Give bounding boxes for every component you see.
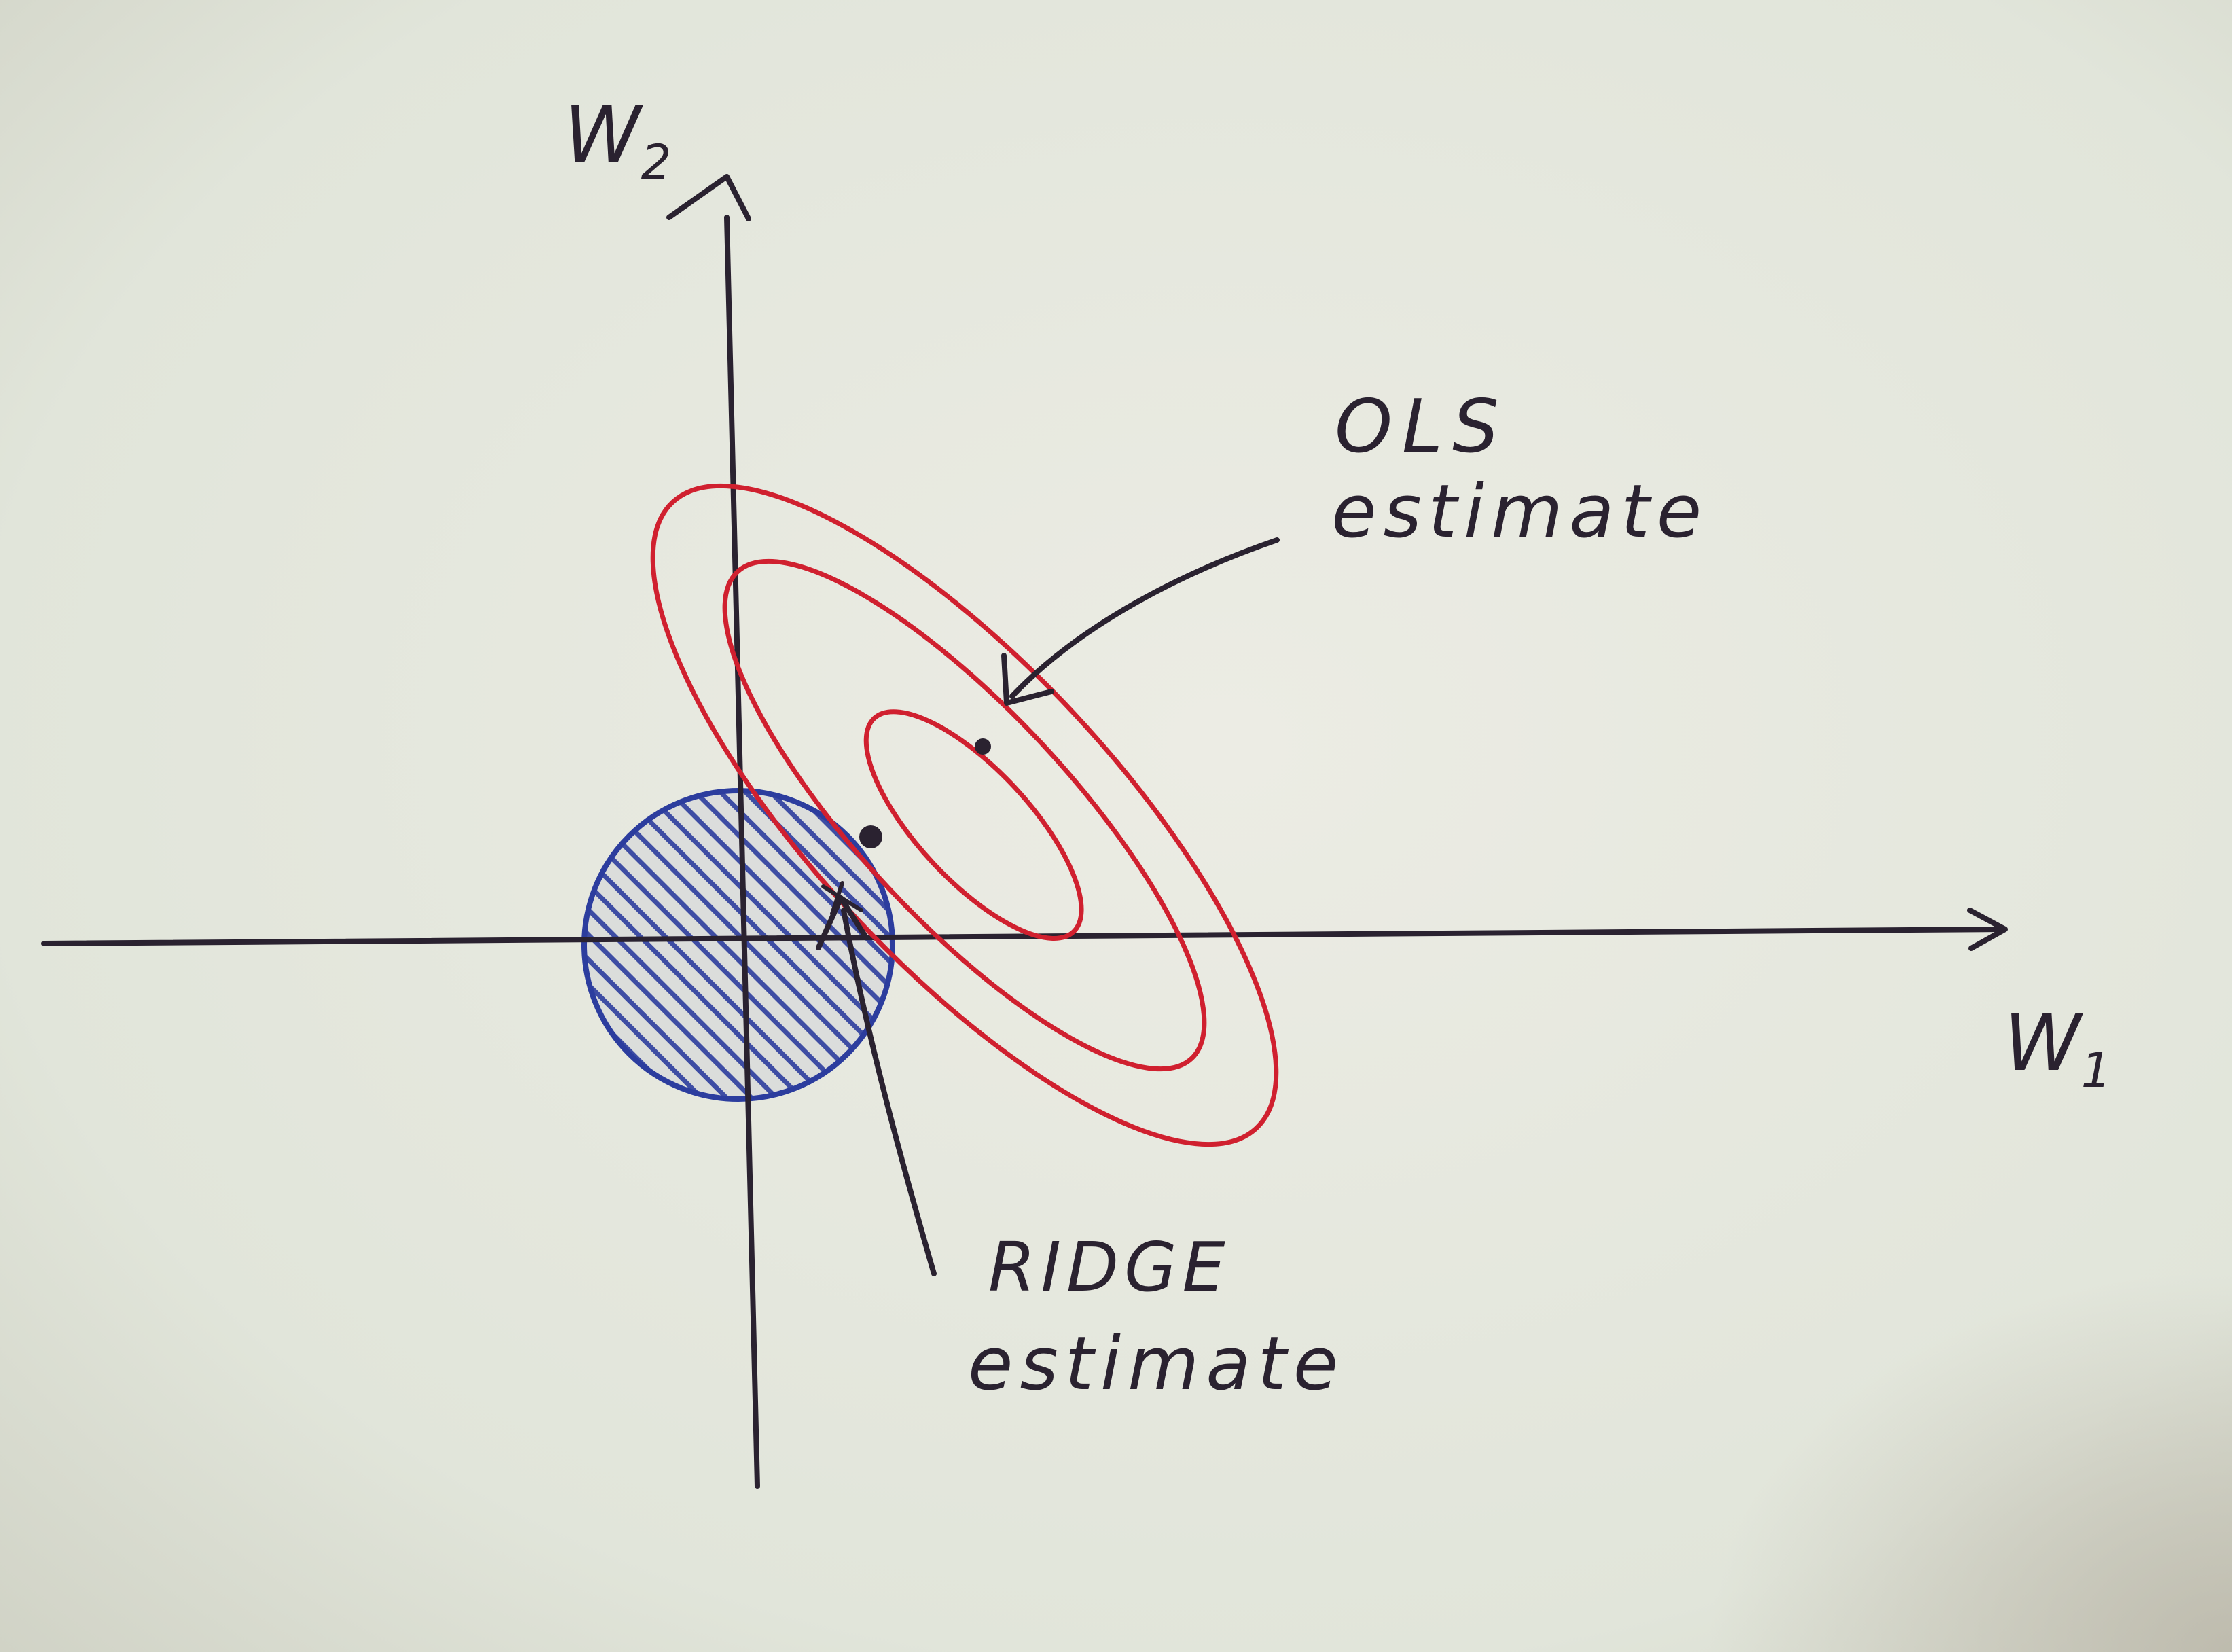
- ols-estimate-point: [975, 738, 991, 755]
- paper-shadow: [1358, 1019, 2232, 1652]
- ridge-label-line1: RIDGE: [988, 1227, 1231, 1307]
- ols-label-line2: estimate: [1331, 469, 1708, 554]
- ridge-estimate-point: [859, 825, 882, 848]
- ols-label-line1: OLS: [1335, 384, 1509, 469]
- ridge-label-line2: estimate: [968, 1322, 1345, 1407]
